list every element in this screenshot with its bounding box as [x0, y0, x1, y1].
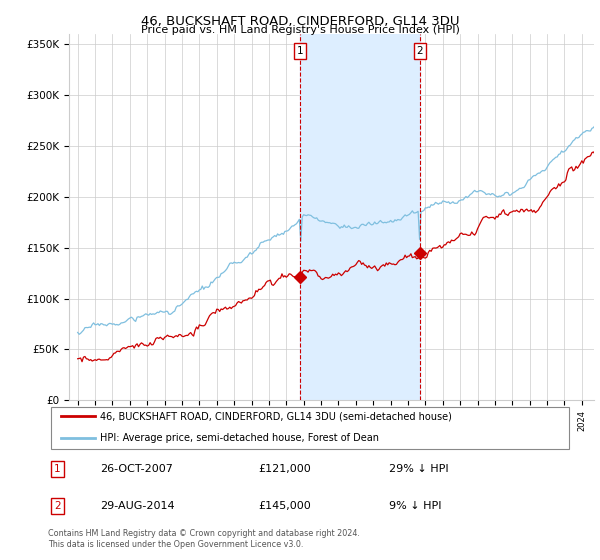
- Text: 2: 2: [416, 46, 423, 56]
- Text: 46, BUCKSHAFT ROAD, CINDERFORD, GL14 3DU (semi-detached house): 46, BUCKSHAFT ROAD, CINDERFORD, GL14 3DU…: [101, 412, 452, 421]
- Text: £145,000: £145,000: [258, 501, 311, 511]
- Text: 29-AUG-2014: 29-AUG-2014: [101, 501, 175, 511]
- Text: 29% ↓ HPI: 29% ↓ HPI: [389, 464, 449, 474]
- Text: 9% ↓ HPI: 9% ↓ HPI: [389, 501, 442, 511]
- Text: 46, BUCKSHAFT ROAD, CINDERFORD, GL14 3DU: 46, BUCKSHAFT ROAD, CINDERFORD, GL14 3DU: [141, 15, 459, 27]
- FancyBboxPatch shape: [50, 407, 569, 449]
- Text: 26-OCT-2007: 26-OCT-2007: [101, 464, 173, 474]
- Text: Price paid vs. HM Land Registry's House Price Index (HPI): Price paid vs. HM Land Registry's House …: [140, 25, 460, 35]
- Text: Contains HM Land Registry data © Crown copyright and database right 2024.
This d: Contains HM Land Registry data © Crown c…: [48, 529, 360, 549]
- Bar: [300, 34, 419, 400]
- Text: 1: 1: [297, 46, 304, 56]
- Text: 1: 1: [54, 464, 61, 474]
- Text: HPI: Average price, semi-detached house, Forest of Dean: HPI: Average price, semi-detached house,…: [101, 433, 380, 443]
- Text: 2: 2: [54, 501, 61, 511]
- Text: £121,000: £121,000: [258, 464, 311, 474]
